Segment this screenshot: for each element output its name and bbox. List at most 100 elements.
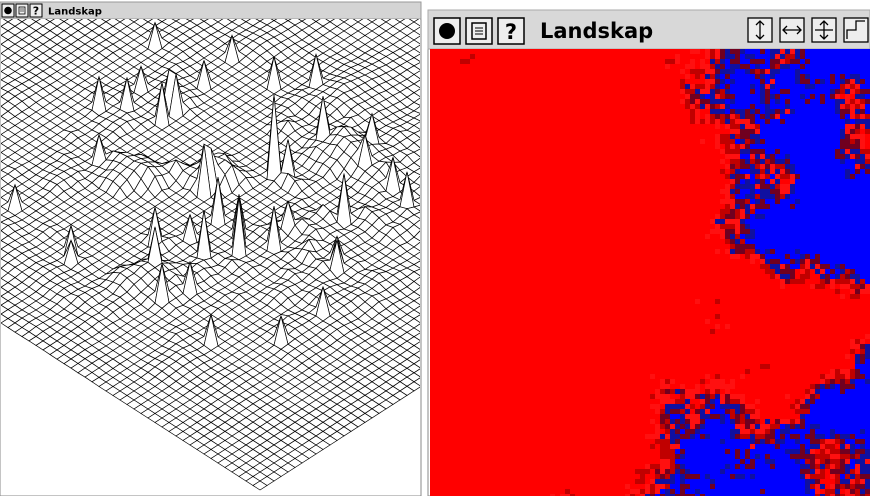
- map-cell: [435, 74, 440, 79]
- map-cell: [840, 134, 845, 139]
- map-cell: [615, 49, 620, 54]
- map-cell: [735, 69, 740, 74]
- map-cell: [715, 149, 720, 154]
- map-cell: [815, 59, 820, 64]
- map-cell: [650, 129, 655, 134]
- map-cell: [595, 59, 600, 64]
- map-cell: [690, 159, 695, 164]
- map-cell: [820, 94, 825, 99]
- map-cell: [760, 89, 765, 94]
- map-cell: [660, 49, 665, 54]
- map-cell: [530, 154, 535, 159]
- map-cell: [770, 99, 775, 104]
- map-cell: [790, 119, 795, 124]
- map-cell: [440, 164, 445, 169]
- map-cell: [720, 89, 725, 94]
- map-cell: [675, 129, 680, 134]
- map-cell: [655, 109, 660, 114]
- menu-button[interactable]: [466, 18, 492, 44]
- map-cell: [570, 124, 575, 129]
- map-cell: [495, 59, 500, 64]
- map-cell: [705, 74, 710, 79]
- map-cell: [730, 94, 735, 99]
- map-cell: [445, 119, 450, 124]
- map-cell: [825, 89, 830, 94]
- map-cell: [630, 79, 635, 84]
- map-cell: [765, 139, 770, 144]
- close-button[interactable]: [2, 4, 14, 17]
- map-cell: [690, 149, 695, 154]
- map-cell: [750, 74, 755, 79]
- map-cell: [855, 139, 860, 144]
- map-cell: [615, 139, 620, 144]
- map-cell: [820, 129, 825, 134]
- resize-vertical-button[interactable]: [748, 18, 772, 42]
- menu-button[interactable]: [16, 4, 28, 17]
- map-cell: [750, 149, 755, 154]
- map-cell: [710, 114, 715, 119]
- map-cell: [740, 49, 745, 54]
- map-cell: [505, 119, 510, 124]
- map-cell: [635, 54, 640, 59]
- map-cell: [785, 124, 790, 129]
- map-cell: [590, 84, 595, 89]
- map-cell: [710, 94, 715, 99]
- map-cell: [665, 104, 670, 109]
- map-cell: [755, 64, 760, 69]
- map-cell: [525, 119, 530, 124]
- map-cell: [525, 64, 530, 69]
- map-cell: [455, 74, 460, 79]
- map-cell: [580, 129, 585, 134]
- maximize-button[interactable]: [844, 18, 868, 42]
- map-cell: [685, 104, 690, 109]
- map-cell: [610, 119, 615, 124]
- map-cell: [615, 79, 620, 84]
- map-cell: [580, 64, 585, 69]
- map-cell: [855, 49, 860, 54]
- map-cell: [515, 134, 520, 139]
- map-cell: [845, 79, 850, 84]
- help-button[interactable]: ?: [30, 4, 42, 18]
- map-cell: [705, 59, 710, 64]
- map-cell: [605, 134, 610, 139]
- map-cell: [490, 79, 495, 84]
- map-cell: [585, 49, 590, 54]
- map-cell: [460, 99, 465, 104]
- map-cell: [720, 124, 725, 129]
- map-cell: [640, 124, 645, 129]
- resize-horizontal-button[interactable]: [780, 18, 804, 42]
- map-cell: [785, 149, 790, 154]
- map-cell: [735, 159, 740, 164]
- map-cell: [570, 54, 575, 59]
- map-cell: [560, 104, 565, 109]
- map-cell: [775, 94, 780, 99]
- map-cell: [630, 59, 635, 64]
- map-cell: [620, 144, 625, 149]
- map-cell: [610, 99, 615, 104]
- map-cell: [440, 79, 445, 84]
- map-cell: [625, 69, 630, 74]
- map-cell: [595, 119, 600, 124]
- map-cell: [470, 64, 475, 69]
- map-cell: [790, 129, 795, 134]
- map-cell: [595, 129, 600, 134]
- map-cell: [430, 114, 435, 119]
- help-button[interactable]: ?: [498, 18, 524, 44]
- close-button[interactable]: [434, 18, 460, 44]
- map-cell: [685, 149, 690, 154]
- resize-both-button[interactable]: [812, 18, 836, 42]
- map-cell: [810, 129, 815, 134]
- map-cell: [710, 84, 715, 89]
- map-cell: [805, 119, 810, 124]
- map-cell: [620, 84, 625, 89]
- map-cell: [800, 109, 805, 114]
- map-cell: [550, 139, 555, 144]
- map-cell: [840, 159, 845, 164]
- map-cell: [730, 154, 735, 159]
- map-cell: [630, 89, 635, 94]
- map-cell: [760, 124, 765, 129]
- map-cell: [515, 149, 520, 154]
- map-cell: [795, 139, 800, 144]
- map-cell: [710, 134, 715, 139]
- map-cell: [600, 84, 605, 89]
